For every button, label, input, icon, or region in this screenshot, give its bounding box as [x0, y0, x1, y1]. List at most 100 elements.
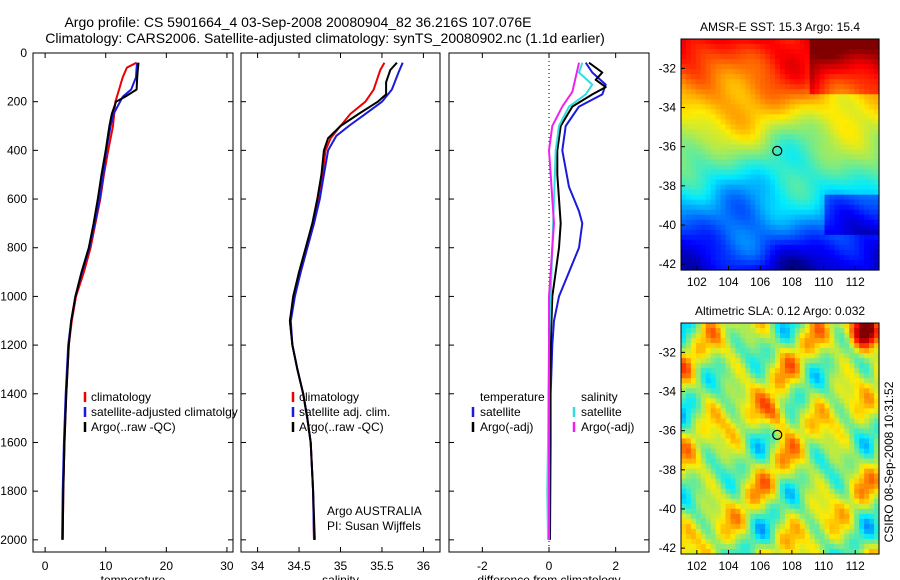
- heatmap-cell: [834, 348, 840, 354]
- heatmap-cell: [784, 249, 791, 256]
- heatmap-cell: [725, 179, 732, 186]
- heatmap-cell: [859, 69, 865, 75]
- heatmap-cell: [765, 99, 771, 105]
- heatmap-cell: [705, 418, 712, 425]
- heatmap-cell: [814, 388, 821, 394]
- heatmap-cell: [834, 184, 840, 191]
- heatmap-cell: [784, 443, 791, 450]
- heatmap-cell: [730, 259, 737, 266]
- heatmap-cell: [745, 423, 751, 430]
- heatmap-cell: [750, 264, 756, 271]
- heatmap-cell: [869, 473, 875, 480]
- heatmap-cell: [760, 503, 766, 510]
- heatmap-cell: [854, 64, 860, 70]
- heatmap-cell: [755, 54, 761, 60]
- heatmap-cell: [794, 79, 801, 85]
- heatmap-cell: [864, 244, 870, 251]
- heatmap-cell: [720, 254, 727, 261]
- heatmap-cell: [869, 393, 875, 399]
- heatmap-cell: [780, 239, 786, 246]
- heatmap-cell: [824, 468, 831, 475]
- heatmap-cell: [794, 423, 801, 430]
- heatmap-cell: [681, 518, 687, 525]
- heatmap-cell: [839, 408, 845, 414]
- heatmap-cell: [799, 119, 806, 125]
- heatmap-cell: [690, 438, 697, 445]
- heatmap-cell: [869, 189, 875, 196]
- heatmap-cell: [859, 433, 865, 440]
- heatmap-cell: [784, 54, 791, 60]
- heatmap-cell: [695, 448, 702, 455]
- heatmap-cell: [799, 338, 806, 344]
- heatmap-cell: [869, 338, 875, 344]
- heatmap-cell: [770, 239, 776, 246]
- heatmap-cell: [824, 548, 831, 555]
- heatmap-cell: [695, 174, 702, 181]
- heatmap-cell: [844, 59, 850, 65]
- heatmap-cell: [809, 104, 816, 110]
- heatmap-cell: [681, 259, 687, 266]
- heatmap-cell: [745, 528, 751, 535]
- heatmap-cell: [720, 119, 727, 125]
- heatmap-cell: [681, 513, 687, 520]
- heatmap-cell: [715, 204, 722, 211]
- heatmap-cell: [765, 468, 771, 475]
- heatmap-cell: [725, 109, 732, 115]
- heatmap-cell: [765, 478, 771, 485]
- heatmap-cell: [799, 423, 806, 430]
- heatmap-cell: [690, 503, 697, 510]
- legend-entry: Argo(-adj): [581, 420, 634, 434]
- heatmap-cell: [685, 64, 692, 70]
- heatmap-cell: [784, 503, 791, 510]
- heatmap-cell: [755, 74, 761, 80]
- heatmap-cell: [720, 249, 727, 256]
- heatmap-cell: [874, 403, 880, 409]
- heatmap-cell: [864, 353, 870, 359]
- heatmap-cell: [685, 159, 692, 166]
- heatmap-cell: [854, 89, 860, 95]
- heatmap-cell: [804, 493, 811, 500]
- heatmap-cell: [819, 194, 826, 201]
- heatmap-cell: [765, 548, 771, 555]
- heatmap-cell: [750, 154, 756, 161]
- heatmap-cell: [859, 338, 865, 344]
- heatmap-cell: [685, 39, 692, 45]
- heatmap-cell: [844, 129, 850, 136]
- heatmap-cell: [685, 239, 692, 246]
- heatmap-cell: [740, 508, 746, 515]
- heatmap-cell: [864, 49, 870, 55]
- heatmap-cell: [824, 388, 831, 394]
- heatmap-cell: [735, 104, 741, 110]
- heatmap-cell: [690, 114, 697, 120]
- heatmap-cell: [809, 109, 816, 115]
- heatmap-cell: [730, 488, 737, 495]
- heatmap-cell: [765, 363, 771, 369]
- heatmap-cell: [770, 264, 776, 271]
- heatmap-cell: [760, 528, 766, 535]
- heatmap-cell: [780, 129, 786, 136]
- heatmap-cell: [869, 418, 875, 425]
- heatmap-cell: [730, 69, 737, 75]
- heatmap-cell: [864, 498, 870, 505]
- heatmap-cell: [730, 119, 737, 125]
- heatmap-cell: [849, 498, 855, 505]
- heatmap-cell: [750, 508, 756, 515]
- heatmap-cell: [745, 543, 751, 550]
- heatmap-cell: [789, 179, 796, 186]
- heatmap-cell: [804, 423, 811, 430]
- heatmap-cell: [874, 498, 880, 505]
- heatmap-cell: [690, 139, 697, 146]
- heatmap-cell: [809, 488, 816, 495]
- heatmap-cell: [784, 333, 791, 339]
- heatmap-cell: [829, 398, 836, 404]
- legend-entry: Argo(..raw -QC): [91, 420, 176, 434]
- heatmap-cell: [814, 413, 821, 420]
- heatmap-cell: [874, 518, 880, 525]
- heatmap-cell: [839, 124, 845, 130]
- heatmap-cell: [814, 368, 821, 374]
- heatmap-cell: [695, 378, 702, 384]
- heatmap-cell: [755, 209, 761, 216]
- heatmap-cell: [839, 448, 845, 455]
- heatmap-cell: [784, 528, 791, 535]
- heatmap-cell: [789, 413, 796, 420]
